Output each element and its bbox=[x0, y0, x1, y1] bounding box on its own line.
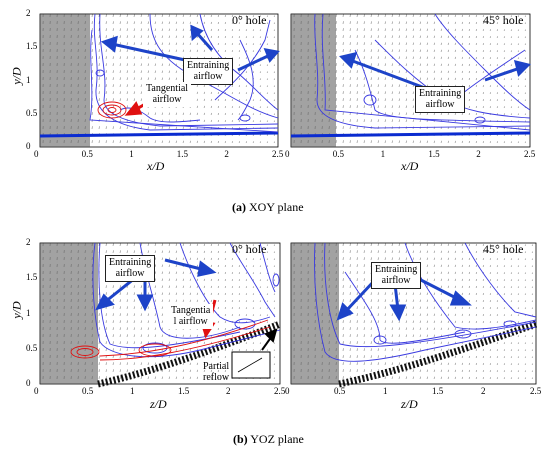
entraining-airflow-label: Entraining airflow bbox=[183, 58, 234, 85]
panel-title: 45° hole bbox=[483, 242, 524, 256]
panel-a-45deg: 45° hole Entraining airflow x/D 0 0.5 1 1.5 2… bbox=[285, 0, 550, 180]
flow-field-b-0deg bbox=[39, 242, 282, 388]
partial-reflow-arrow bbox=[261, 328, 278, 351]
y-axis-label: y/D bbox=[9, 67, 24, 85]
x-tick-label: 2.5 bbox=[524, 149, 536, 159]
x-tick-label: 0 bbox=[34, 386, 39, 396]
x-tick-label: 2.5 bbox=[272, 149, 284, 159]
y-tick-label: 1 bbox=[26, 307, 31, 318]
panel-title: 0° hole bbox=[232, 13, 267, 27]
y-tick-label: 1 bbox=[26, 74, 31, 85]
entraining-airflow-label: Entraining airflow bbox=[105, 255, 156, 282]
x-tick-label: 0 bbox=[34, 149, 39, 159]
x-tick-label: 1 bbox=[380, 149, 386, 159]
y-axis-label: y/D bbox=[9, 301, 24, 319]
panel-title: 0° hole bbox=[232, 242, 267, 256]
x-tick-label: 2 bbox=[476, 149, 481, 159]
x-tick-label: 1.5 bbox=[176, 149, 189, 159]
y-tick-label: 0 bbox=[26, 378, 31, 388]
y-tick-label: 0.5 bbox=[26, 342, 38, 353]
x-tick-label: 0 bbox=[285, 386, 290, 396]
caption-b: (b) YOZ plane bbox=[233, 432, 304, 446]
x-tick-label: 1.5 bbox=[428, 149, 440, 159]
panel-b-0deg: 0° hole Entraining airflow Tangentia l air… bbox=[0, 232, 286, 412]
partial-reflow-label: Partial reflow bbox=[203, 361, 230, 383]
y-tick-label: 2 bbox=[26, 8, 31, 18]
tangential-airflow-label: Tangentia l airflow bbox=[168, 304, 214, 329]
flow-field-b-45deg bbox=[290, 242, 538, 388]
x-tick-label: 0 bbox=[285, 149, 290, 159]
x-axis-label: z/D bbox=[150, 397, 167, 411]
x-tick-label: 2.5 bbox=[274, 386, 286, 396]
x-tick-label: 0.5 bbox=[332, 149, 345, 159]
x-tick-label: 1.5 bbox=[432, 386, 444, 396]
x-tick-label: 0.5 bbox=[82, 386, 94, 396]
y-tick-label: 1.5 bbox=[26, 41, 38, 52]
x-axis-label: x/D bbox=[401, 159, 419, 173]
panel-b-45deg: 45° hole Entraining airflow z/D 0 0.5 1 1.5 2… bbox=[285, 232, 550, 412]
tangential-airflow-label: Tangential airflow bbox=[143, 82, 192, 107]
x-tick-label: 1 bbox=[383, 386, 388, 396]
entraining-arrow bbox=[339, 51, 531, 90]
hole-inset bbox=[231, 351, 271, 379]
x-tick-label: 0.5 bbox=[334, 386, 346, 396]
y-tick-label: 0 bbox=[26, 141, 31, 151]
x-axis-label: x/D bbox=[147, 159, 165, 173]
x-tick-label: 1 bbox=[129, 149, 134, 159]
flow-field-a-45deg bbox=[290, 13, 531, 148]
caption-a: (a) XOY plane bbox=[232, 200, 304, 214]
x-tick-label: 2.5 bbox=[530, 386, 542, 396]
x-axis-label: z/D bbox=[401, 397, 418, 411]
y-tick-label: 0.5 bbox=[26, 107, 38, 118]
x-tick-label: 2 bbox=[481, 386, 486, 396]
x-tick-label: 2 bbox=[226, 386, 231, 396]
panel-a-0deg: 0° hole Entraining airflow Tangential airf… bbox=[0, 0, 284, 180]
entraining-airflow-label: Entraining airflow bbox=[415, 86, 466, 113]
entraining-arrow bbox=[100, 24, 280, 72]
entraining-arrow bbox=[336, 275, 472, 322]
panel-title: 45° hole bbox=[483, 13, 524, 27]
flow-field-a-0deg bbox=[39, 13, 280, 148]
x-tick-label: 1 bbox=[130, 386, 135, 396]
y-tick-label: 1.5 bbox=[26, 272, 38, 283]
entraining-airflow-label: Entraining airflow bbox=[371, 262, 422, 289]
x-tick-label: 2 bbox=[224, 149, 229, 159]
x-tick-label: 1.5 bbox=[178, 386, 190, 396]
x-tick-label: 0.5 bbox=[81, 149, 93, 159]
y-tick-label: 2 bbox=[26, 237, 31, 247]
